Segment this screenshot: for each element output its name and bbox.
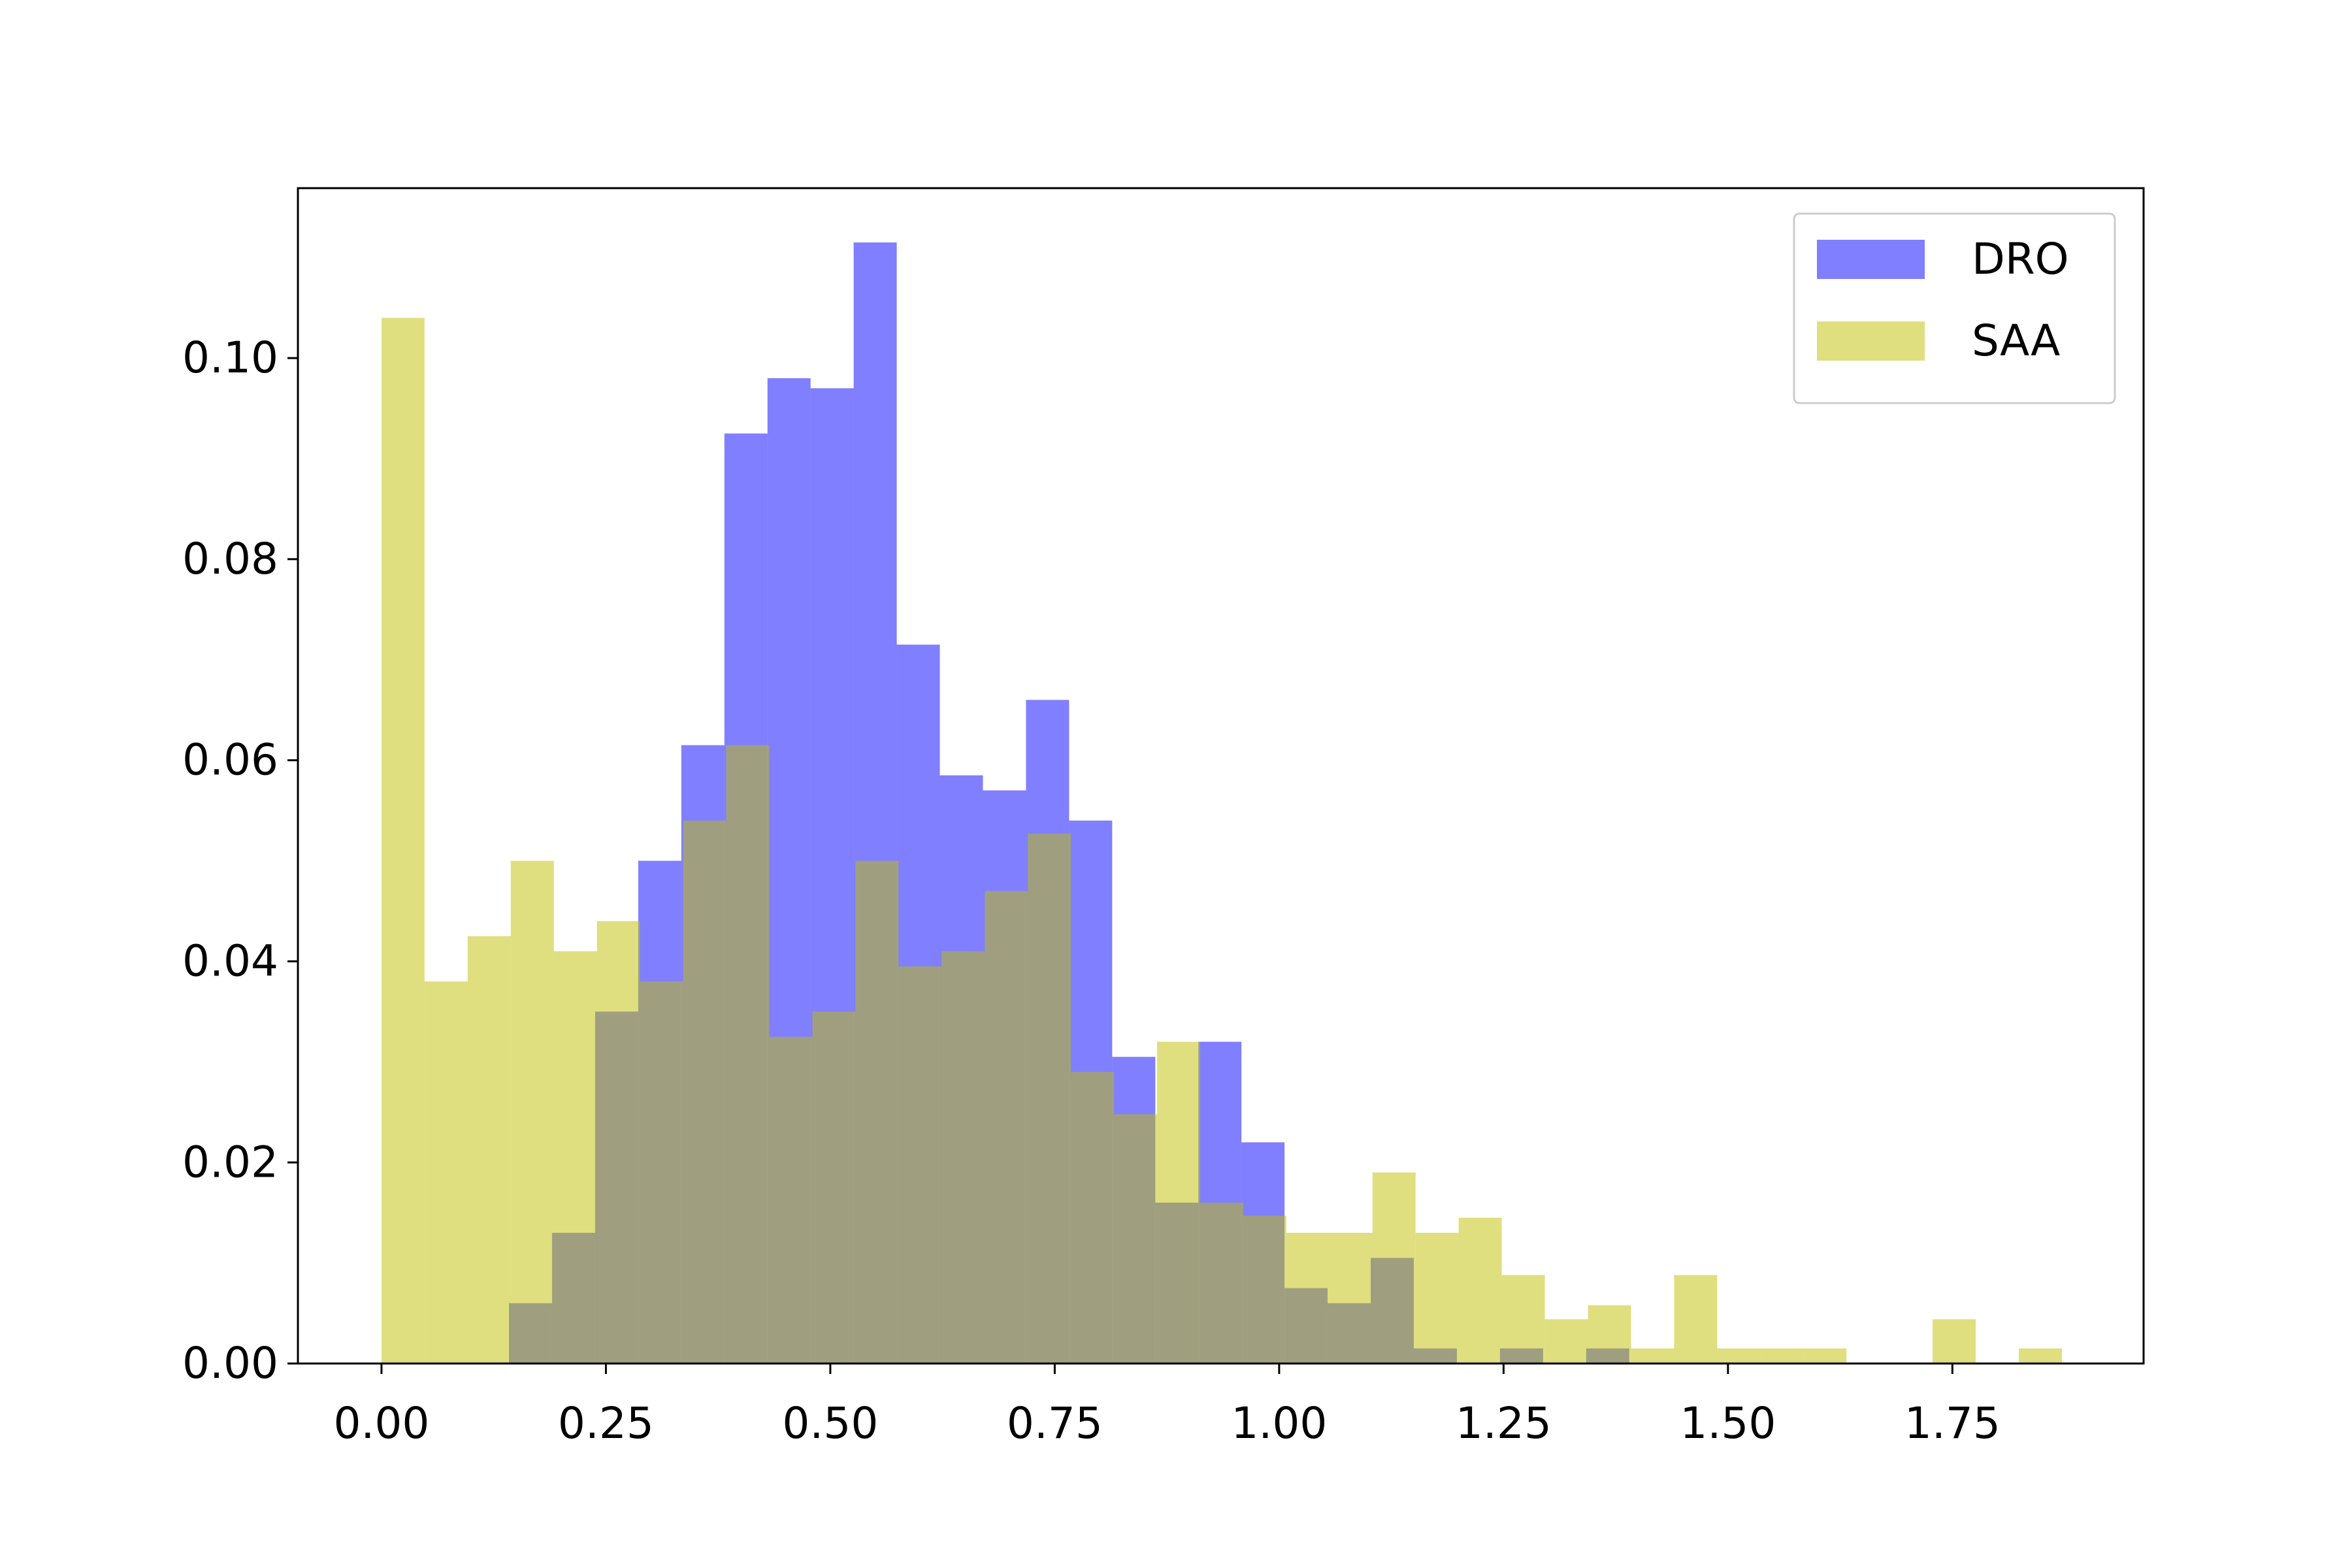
- y-tick-label: 0.08: [182, 534, 278, 584]
- legend: DRO SAA: [1793, 212, 2116, 404]
- bar: [1028, 833, 1071, 1364]
- bar: [1544, 1319, 1588, 1364]
- legend-label: DRO: [1972, 234, 2069, 284]
- bar: [985, 890, 1028, 1364]
- bar: [2019, 1348, 2062, 1364]
- x-tick-label: 1.50: [1680, 1398, 1776, 1448]
- bar: [1329, 1232, 1373, 1364]
- bar: [1286, 1232, 1330, 1364]
- bar: [424, 981, 468, 1364]
- series-1: [381, 318, 2062, 1364]
- bar: [726, 745, 770, 1364]
- y-tick-label: 0.10: [182, 333, 278, 383]
- bar: [1415, 1232, 1459, 1364]
- x-tick-label: 0.25: [558, 1398, 654, 1448]
- legend-swatch: [1817, 240, 1925, 279]
- bar: [1501, 1275, 1545, 1364]
- bar: [640, 981, 683, 1364]
- bar: [510, 860, 554, 1364]
- bar: [381, 318, 425, 1364]
- y-tick-label: 0.04: [182, 936, 278, 986]
- bar: [553, 951, 597, 1364]
- x-tick-label: 0.50: [782, 1398, 878, 1448]
- legend-label: SAA: [1972, 316, 2060, 366]
- legend-swatch: [1817, 321, 1925, 361]
- y-tick-label: 0.06: [182, 735, 278, 785]
- bar: [596, 921, 640, 1364]
- x-tick-label: 1.00: [1231, 1398, 1327, 1448]
- x-tick-label: 0.00: [333, 1398, 429, 1448]
- bar: [467, 936, 511, 1364]
- bar: [769, 1036, 813, 1364]
- y-tick-label: 0.00: [182, 1338, 278, 1388]
- bar: [1458, 1217, 1502, 1364]
- bar: [898, 966, 942, 1364]
- x-tick-label: 1.75: [1904, 1398, 2001, 1448]
- bar: [855, 860, 899, 1364]
- x-tick-label: 1.25: [1456, 1398, 1552, 1448]
- bar: [1200, 1202, 1243, 1364]
- bar: [683, 820, 727, 1364]
- bar: [941, 951, 985, 1364]
- bar: [1114, 1114, 1158, 1364]
- bar: [1717, 1348, 1761, 1364]
- bar: [1071, 1071, 1115, 1364]
- bar: [1803, 1348, 1847, 1364]
- bar: [1674, 1275, 1718, 1364]
- axes-frame: [297, 187, 2145, 1365]
- bar: [1760, 1348, 1804, 1364]
- x-tick-label: 0.75: [1007, 1398, 1103, 1448]
- bar: [812, 1011, 856, 1364]
- bar: [1588, 1305, 1631, 1364]
- bar: [1631, 1348, 1674, 1364]
- y-tick-label: 0.02: [182, 1137, 278, 1187]
- bar: [1243, 1215, 1286, 1364]
- bar: [1933, 1319, 1976, 1364]
- bar: [1372, 1172, 1416, 1364]
- bar: [1157, 1041, 1200, 1364]
